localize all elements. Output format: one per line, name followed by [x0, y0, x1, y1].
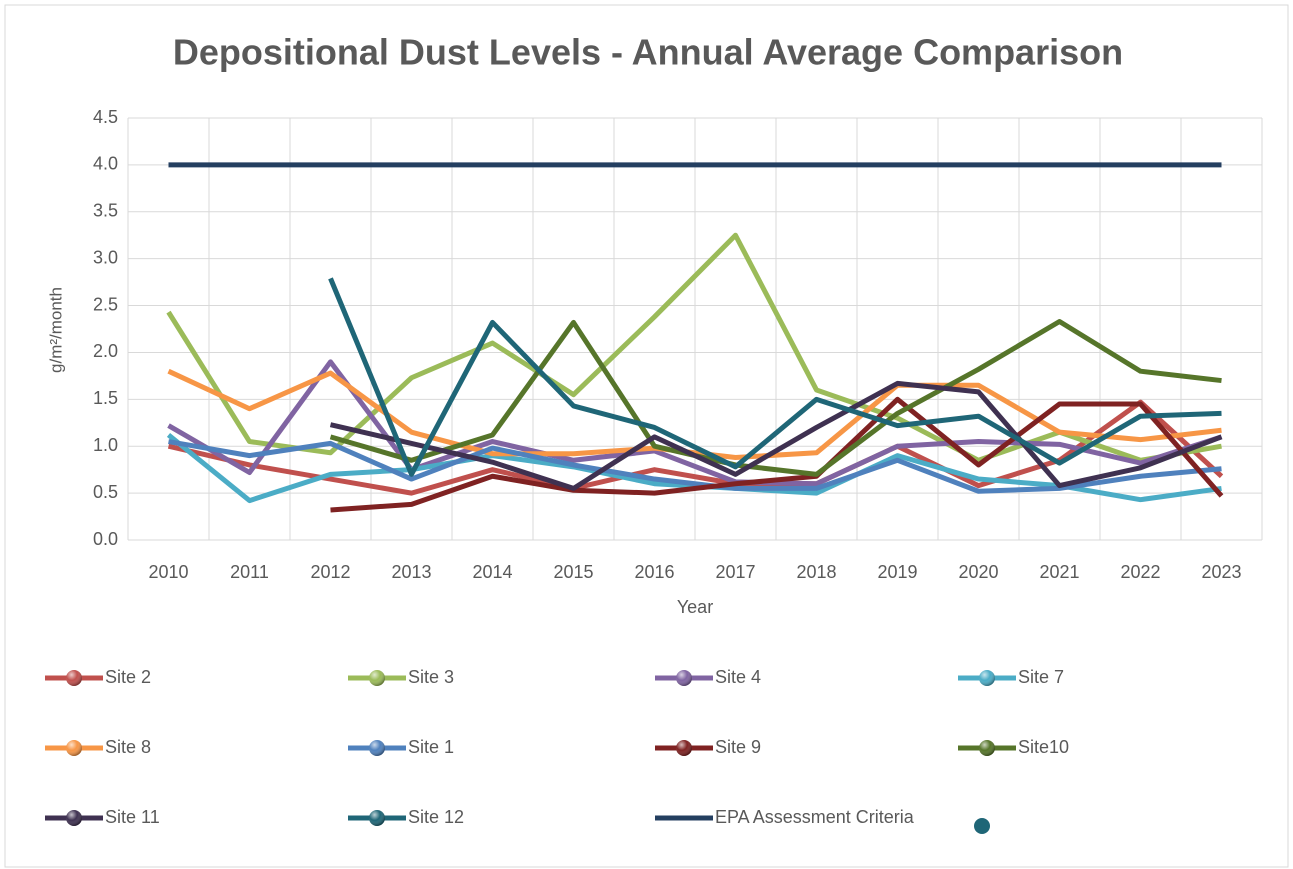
legend-label: Site10	[1018, 737, 1069, 757]
legend-marker-shade	[369, 740, 385, 756]
legend-marker-shade	[676, 740, 692, 756]
x-tick-label: 2011	[230, 562, 269, 582]
y-tick-label: 3.0	[93, 247, 118, 267]
x-tick-label: 2020	[958, 562, 998, 582]
legend-label: EPA Assessment Criteria	[715, 807, 915, 827]
x-tick-label: 2012	[310, 562, 350, 582]
y-tick-label: 1.0	[93, 435, 118, 455]
legend-label: Site 4	[715, 667, 761, 687]
y-tick-label: 4.5	[93, 107, 118, 127]
series-line	[168, 439, 1222, 494]
legend-label: Site 12	[408, 807, 464, 827]
chart-title: Depositional Dust Levels - Annual Averag…	[173, 32, 1123, 73]
x-tick-label: 2021	[1039, 562, 1079, 582]
x-tick-label: 2010	[148, 562, 188, 582]
x-tick-label: 2022	[1120, 562, 1160, 582]
x-tick-label: 2018	[796, 562, 836, 582]
y-tick-label: 2.0	[93, 341, 118, 361]
x-tick-label: 2017	[715, 562, 755, 582]
legend-label: Site 7	[1018, 667, 1064, 687]
y-axis-label: g/m²/month	[46, 287, 65, 373]
legend-marker-shade	[979, 670, 995, 686]
legend-stray-marker	[974, 818, 990, 834]
legend-marker-shade	[369, 670, 385, 686]
y-tick-label: 1.5	[93, 388, 118, 408]
legend-marker-shade	[979, 740, 995, 756]
legend-label: Site 11	[105, 807, 160, 827]
x-tick-label: 2023	[1201, 562, 1241, 582]
legend-label: Site 1	[408, 737, 454, 757]
y-tick-label: 4.0	[93, 154, 118, 174]
legend-label: Site 3	[408, 667, 454, 687]
x-axis-label: Year	[677, 597, 713, 617]
legend-marker-shade	[66, 740, 82, 756]
y-tick-label: 3.5	[93, 201, 118, 221]
legend-marker-shade	[676, 670, 692, 686]
y-tick-label: 0.5	[93, 482, 118, 502]
legend-marker-shade	[66, 670, 82, 686]
legend-label: Site 2	[105, 667, 151, 687]
y-tick-label: 2.5	[93, 294, 118, 314]
x-tick-label: 2014	[472, 562, 512, 582]
series-line	[328, 277, 1222, 477]
x-tick-label: 2015	[553, 562, 593, 582]
series-line	[330, 396, 1224, 513]
x-tick-label: 2016	[634, 562, 674, 582]
series-line	[329, 318, 1222, 477]
series-line	[167, 399, 1224, 496]
series-line	[329, 380, 1223, 491]
legend-label: Site 9	[715, 737, 761, 757]
series-line	[167, 359, 1223, 487]
legend-marker-shade	[369, 810, 385, 826]
x-tick-label: 2019	[877, 562, 917, 582]
y-tick-label: 0.0	[93, 529, 118, 549]
legend-marker-shade	[66, 810, 82, 826]
x-tick-label: 2013	[391, 562, 431, 582]
series-line	[167, 368, 1222, 460]
legend-label: Site 8	[105, 737, 151, 757]
